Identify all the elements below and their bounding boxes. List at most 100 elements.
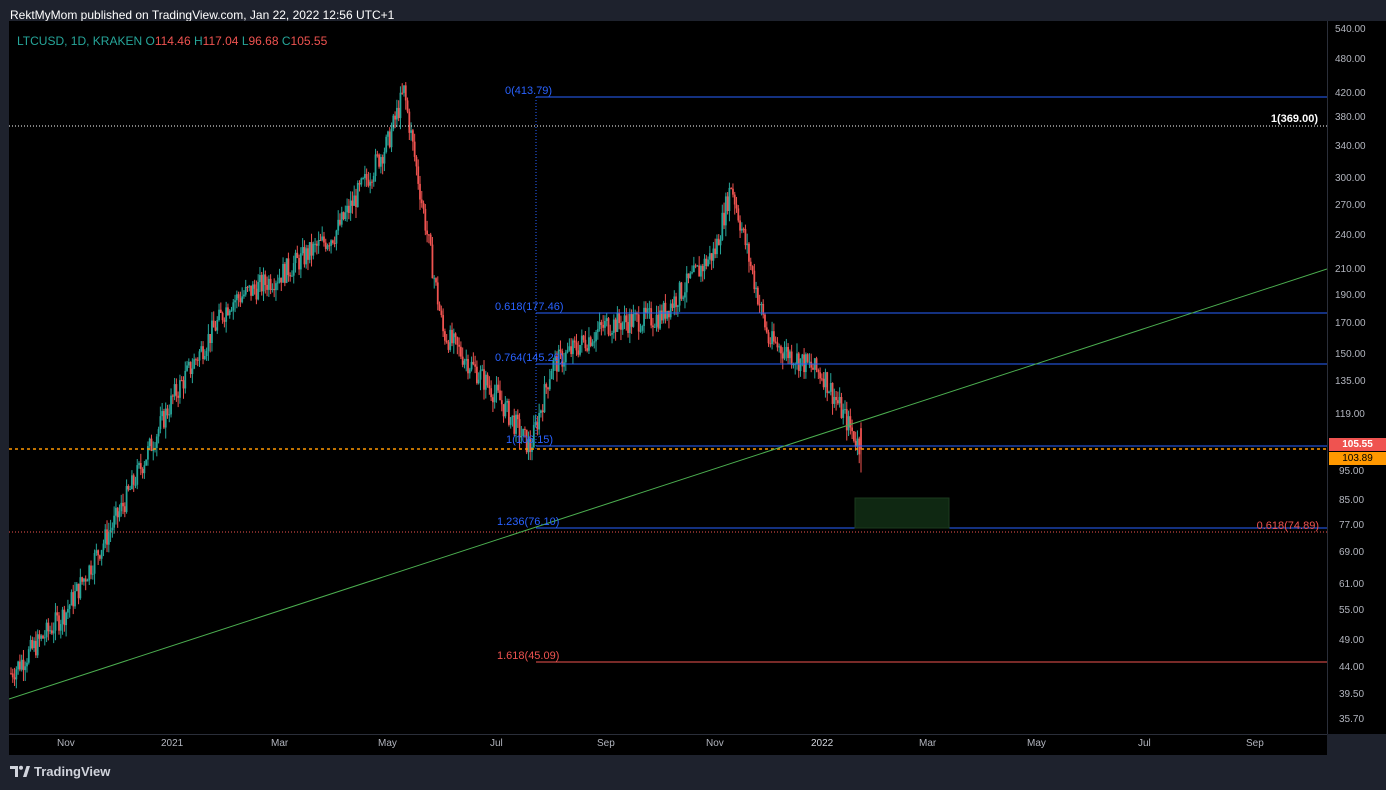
price-tick: 69.00 bbox=[1339, 547, 1365, 558]
candle-body bbox=[639, 330, 642, 332]
target-zone-box[interactable] bbox=[854, 497, 950, 529]
time-tick: Sep bbox=[597, 738, 615, 749]
candle-body bbox=[411, 130, 414, 142]
candle-body bbox=[47, 622, 50, 632]
candle-body bbox=[771, 331, 773, 344]
candle-body bbox=[758, 304, 761, 306]
candle-body bbox=[237, 294, 240, 299]
candle-body bbox=[207, 334, 210, 351]
candle-body bbox=[271, 288, 274, 290]
candle-body bbox=[463, 360, 466, 365]
time-tick: May bbox=[378, 738, 397, 749]
candle-body bbox=[852, 431, 855, 441]
candle-body bbox=[303, 247, 306, 265]
trendline[interactable] bbox=[9, 268, 1327, 700]
price-tick: 44.00 bbox=[1339, 662, 1365, 673]
symbol-label[interactable]: LTCUSD, 1D, KRAKEN bbox=[17, 34, 143, 48]
candle-body bbox=[275, 283, 277, 291]
candle-body bbox=[177, 395, 180, 398]
candle-body bbox=[604, 321, 606, 328]
candle-body bbox=[228, 310, 231, 316]
candle-body bbox=[595, 332, 597, 342]
candle-body bbox=[115, 507, 117, 516]
symbol-legend[interactable]: LTCUSD, 1D, KRAKEN O114.46 H117.04 L96.6… bbox=[17, 34, 327, 48]
candle-body bbox=[340, 212, 343, 225]
candle-body bbox=[634, 313, 637, 315]
candle-body bbox=[358, 183, 361, 185]
candle-body bbox=[17, 661, 20, 670]
candle-body bbox=[572, 340, 574, 355]
candle-body bbox=[458, 344, 461, 347]
candle-body bbox=[707, 259, 709, 267]
candle-body bbox=[810, 361, 813, 368]
time-tick: May bbox=[1027, 738, 1046, 749]
candle-body bbox=[296, 252, 299, 258]
candle-body bbox=[502, 404, 505, 417]
candle-body bbox=[216, 320, 219, 331]
candle-body bbox=[557, 349, 560, 372]
candle-body bbox=[301, 247, 304, 254]
open-label: O bbox=[145, 34, 155, 48]
candle-body bbox=[50, 630, 53, 634]
candle-body bbox=[797, 353, 800, 371]
candle-body bbox=[253, 284, 256, 289]
candle-body bbox=[61, 609, 64, 625]
candle-body bbox=[72, 592, 75, 607]
candle-body bbox=[820, 378, 823, 380]
candle-body bbox=[349, 200, 352, 213]
candle-body bbox=[728, 187, 731, 212]
ath-label: 1(369.00) bbox=[1271, 113, 1318, 125]
candle-body bbox=[657, 314, 660, 329]
candle-body bbox=[474, 364, 477, 367]
candle-body bbox=[673, 296, 676, 308]
candle-body bbox=[740, 228, 743, 231]
candle-body bbox=[374, 154, 377, 176]
candle-body bbox=[397, 107, 400, 119]
tradingview-logo[interactable]: TradingView bbox=[10, 764, 110, 779]
candle-body bbox=[159, 416, 162, 430]
candle-body bbox=[788, 351, 791, 359]
time-tick: Mar bbox=[271, 738, 289, 749]
fib-label-1: 1(106.15) bbox=[506, 434, 553, 446]
candle-body bbox=[620, 323, 622, 330]
candle-body bbox=[45, 622, 48, 638]
candle-body bbox=[417, 166, 420, 184]
chart-canvas[interactable]: 0(413.79) 0.618(177.46) 0.764(145.29) 1(… bbox=[9, 21, 1327, 734]
time-tick: Jul bbox=[1138, 738, 1151, 749]
candle-body bbox=[847, 416, 850, 431]
candle-body bbox=[77, 583, 80, 599]
candle-body bbox=[371, 181, 373, 183]
candle-body bbox=[351, 200, 354, 206]
candle-body bbox=[319, 240, 322, 242]
candle-body bbox=[102, 543, 105, 551]
high-value: 117.04 bbox=[202, 34, 239, 48]
price-tick: 55.00 bbox=[1339, 605, 1365, 616]
price-tick: 39.50 bbox=[1339, 689, 1365, 700]
candle-body bbox=[406, 100, 409, 112]
candle-body bbox=[10, 673, 12, 675]
candle-body bbox=[584, 339, 587, 349]
chart-pane[interactable]: 0(413.79) 0.618(177.46) 0.764(145.29) 1(… bbox=[9, 21, 1327, 734]
candle-body bbox=[554, 356, 557, 361]
candle-body bbox=[598, 322, 601, 329]
candle-body bbox=[285, 258, 288, 283]
candle-body bbox=[307, 248, 309, 260]
price-tick: 380.00 bbox=[1335, 112, 1366, 123]
candle-body bbox=[36, 634, 39, 656]
price-tick: 270.00 bbox=[1335, 200, 1366, 211]
candle-body bbox=[234, 300, 236, 303]
candle-body bbox=[508, 400, 510, 425]
candle-body bbox=[308, 242, 311, 260]
candle-body bbox=[655, 314, 658, 327]
candle-body bbox=[641, 325, 644, 331]
candle-body bbox=[577, 350, 580, 355]
candle-body bbox=[616, 312, 619, 332]
candle-body bbox=[454, 333, 457, 338]
candle-body bbox=[283, 263, 286, 283]
price-axis[interactable]: 540.00 480.00 420.00 380.00 340.00 300.0… bbox=[1327, 21, 1386, 734]
candle-body bbox=[118, 511, 121, 518]
candle-body bbox=[299, 253, 302, 270]
time-axis[interactable]: Nov 2021 Mar May Jul Sep Nov 2022 Mar Ma… bbox=[9, 734, 1327, 755]
candle-body bbox=[333, 242, 336, 244]
candle-body bbox=[54, 612, 57, 631]
